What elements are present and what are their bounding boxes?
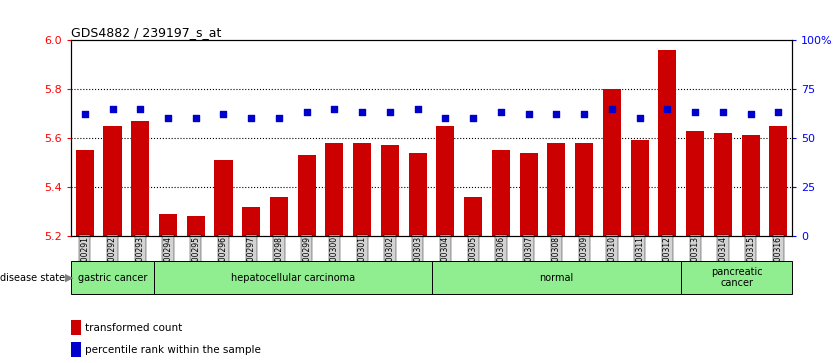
Bar (131, 121, 149, 236)
Text: GSM1200310: GSM1200310 (607, 236, 616, 287)
Point (106, 106, 119, 111)
Point (689, 110, 702, 115)
Point (161, 115, 174, 121)
Text: GSM1200307: GSM1200307 (525, 236, 533, 287)
Text: GSM1200306: GSM1200306 (496, 236, 505, 287)
Point (300, 110, 314, 115)
Text: gastric cancer: gastric cancer (78, 273, 147, 283)
Text: GSM1200303: GSM1200303 (413, 236, 422, 287)
Bar (520, 153, 538, 236)
Text: GSM1200294: GSM1200294 (163, 236, 173, 287)
Bar (187, 216, 205, 236)
Bar (603, 89, 621, 236)
Bar (492, 150, 510, 236)
Point (189, 115, 203, 121)
Text: GSM1200315: GSM1200315 (746, 236, 755, 287)
Point (522, 111, 535, 117)
Bar (681, 261, 792, 294)
Point (550, 111, 563, 117)
Text: GSM1200314: GSM1200314 (718, 236, 727, 287)
Text: GSM1200295: GSM1200295 (191, 236, 200, 287)
Text: GSM1200302: GSM1200302 (385, 236, 394, 287)
Text: GSM1200293: GSM1200293 (136, 236, 145, 287)
Text: GSM1200316: GSM1200316 (774, 236, 783, 287)
Text: GSM1200312: GSM1200312 (663, 236, 672, 287)
Text: GSM1200313: GSM1200313 (691, 236, 700, 287)
Text: normal: normal (540, 273, 574, 283)
Text: GSM1200311: GSM1200311 (636, 236, 644, 287)
Point (466, 115, 480, 121)
Text: GSM1200309: GSM1200309 (580, 236, 589, 287)
Point (771, 110, 785, 115)
Bar (159, 214, 177, 236)
Bar (103, 126, 122, 236)
Bar (575, 143, 593, 236)
Point (328, 106, 341, 111)
Bar (242, 207, 260, 236)
Bar (76, 150, 93, 236)
Point (244, 115, 258, 121)
Point (577, 111, 590, 117)
Bar (547, 143, 565, 236)
Text: GSM1200292: GSM1200292 (108, 236, 117, 287)
Bar (71, 320, 81, 335)
Bar (154, 261, 432, 294)
Text: pancreatic
cancer: pancreatic cancer (711, 267, 762, 289)
Point (133, 106, 147, 111)
Point (439, 115, 452, 121)
Bar (741, 135, 760, 236)
Bar (214, 160, 233, 236)
Bar (770, 126, 787, 236)
Bar (381, 145, 399, 236)
Bar (409, 153, 427, 236)
Point (78, 111, 92, 117)
Bar (71, 342, 81, 357)
Bar (71, 261, 154, 294)
Text: percentile rank within the sample: percentile rank within the sample (85, 345, 261, 355)
Point (495, 110, 508, 115)
Point (633, 115, 646, 121)
Point (273, 115, 286, 121)
Bar (686, 131, 704, 236)
Text: GSM1200298: GSM1200298 (274, 236, 284, 287)
Text: GSM1200304: GSM1200304 (441, 236, 450, 287)
Bar (325, 143, 344, 236)
Point (411, 106, 425, 111)
Text: GSM1200301: GSM1200301 (358, 236, 367, 287)
Bar (432, 261, 681, 294)
Text: disease state: disease state (0, 273, 65, 283)
Bar (298, 155, 316, 236)
Text: GSM1200305: GSM1200305 (469, 236, 478, 287)
Point (716, 110, 730, 115)
Text: transformed count: transformed count (85, 323, 183, 333)
Text: GSM1200308: GSM1200308 (552, 236, 561, 287)
Text: GSM1200296: GSM1200296 (219, 236, 228, 287)
Bar (436, 126, 455, 236)
Point (744, 111, 757, 117)
Text: ▶: ▶ (65, 273, 73, 283)
Bar (658, 50, 676, 236)
Point (355, 110, 369, 115)
Point (217, 111, 230, 117)
Point (605, 106, 619, 111)
Bar (714, 133, 732, 236)
Text: hepatocellular carcinoma: hepatocellular carcinoma (231, 273, 355, 283)
Text: GSM1200291: GSM1200291 (80, 236, 89, 287)
Bar (354, 143, 371, 236)
Text: GSM1200299: GSM1200299 (302, 236, 311, 287)
Text: GDS4882 / 239197_s_at: GDS4882 / 239197_s_at (71, 26, 221, 39)
Point (384, 110, 397, 115)
Text: GSM1200297: GSM1200297 (247, 236, 256, 287)
Bar (631, 140, 649, 236)
Bar (465, 197, 482, 236)
Bar (270, 197, 288, 236)
Point (661, 106, 674, 111)
Text: GSM1200300: GSM1200300 (330, 236, 339, 287)
